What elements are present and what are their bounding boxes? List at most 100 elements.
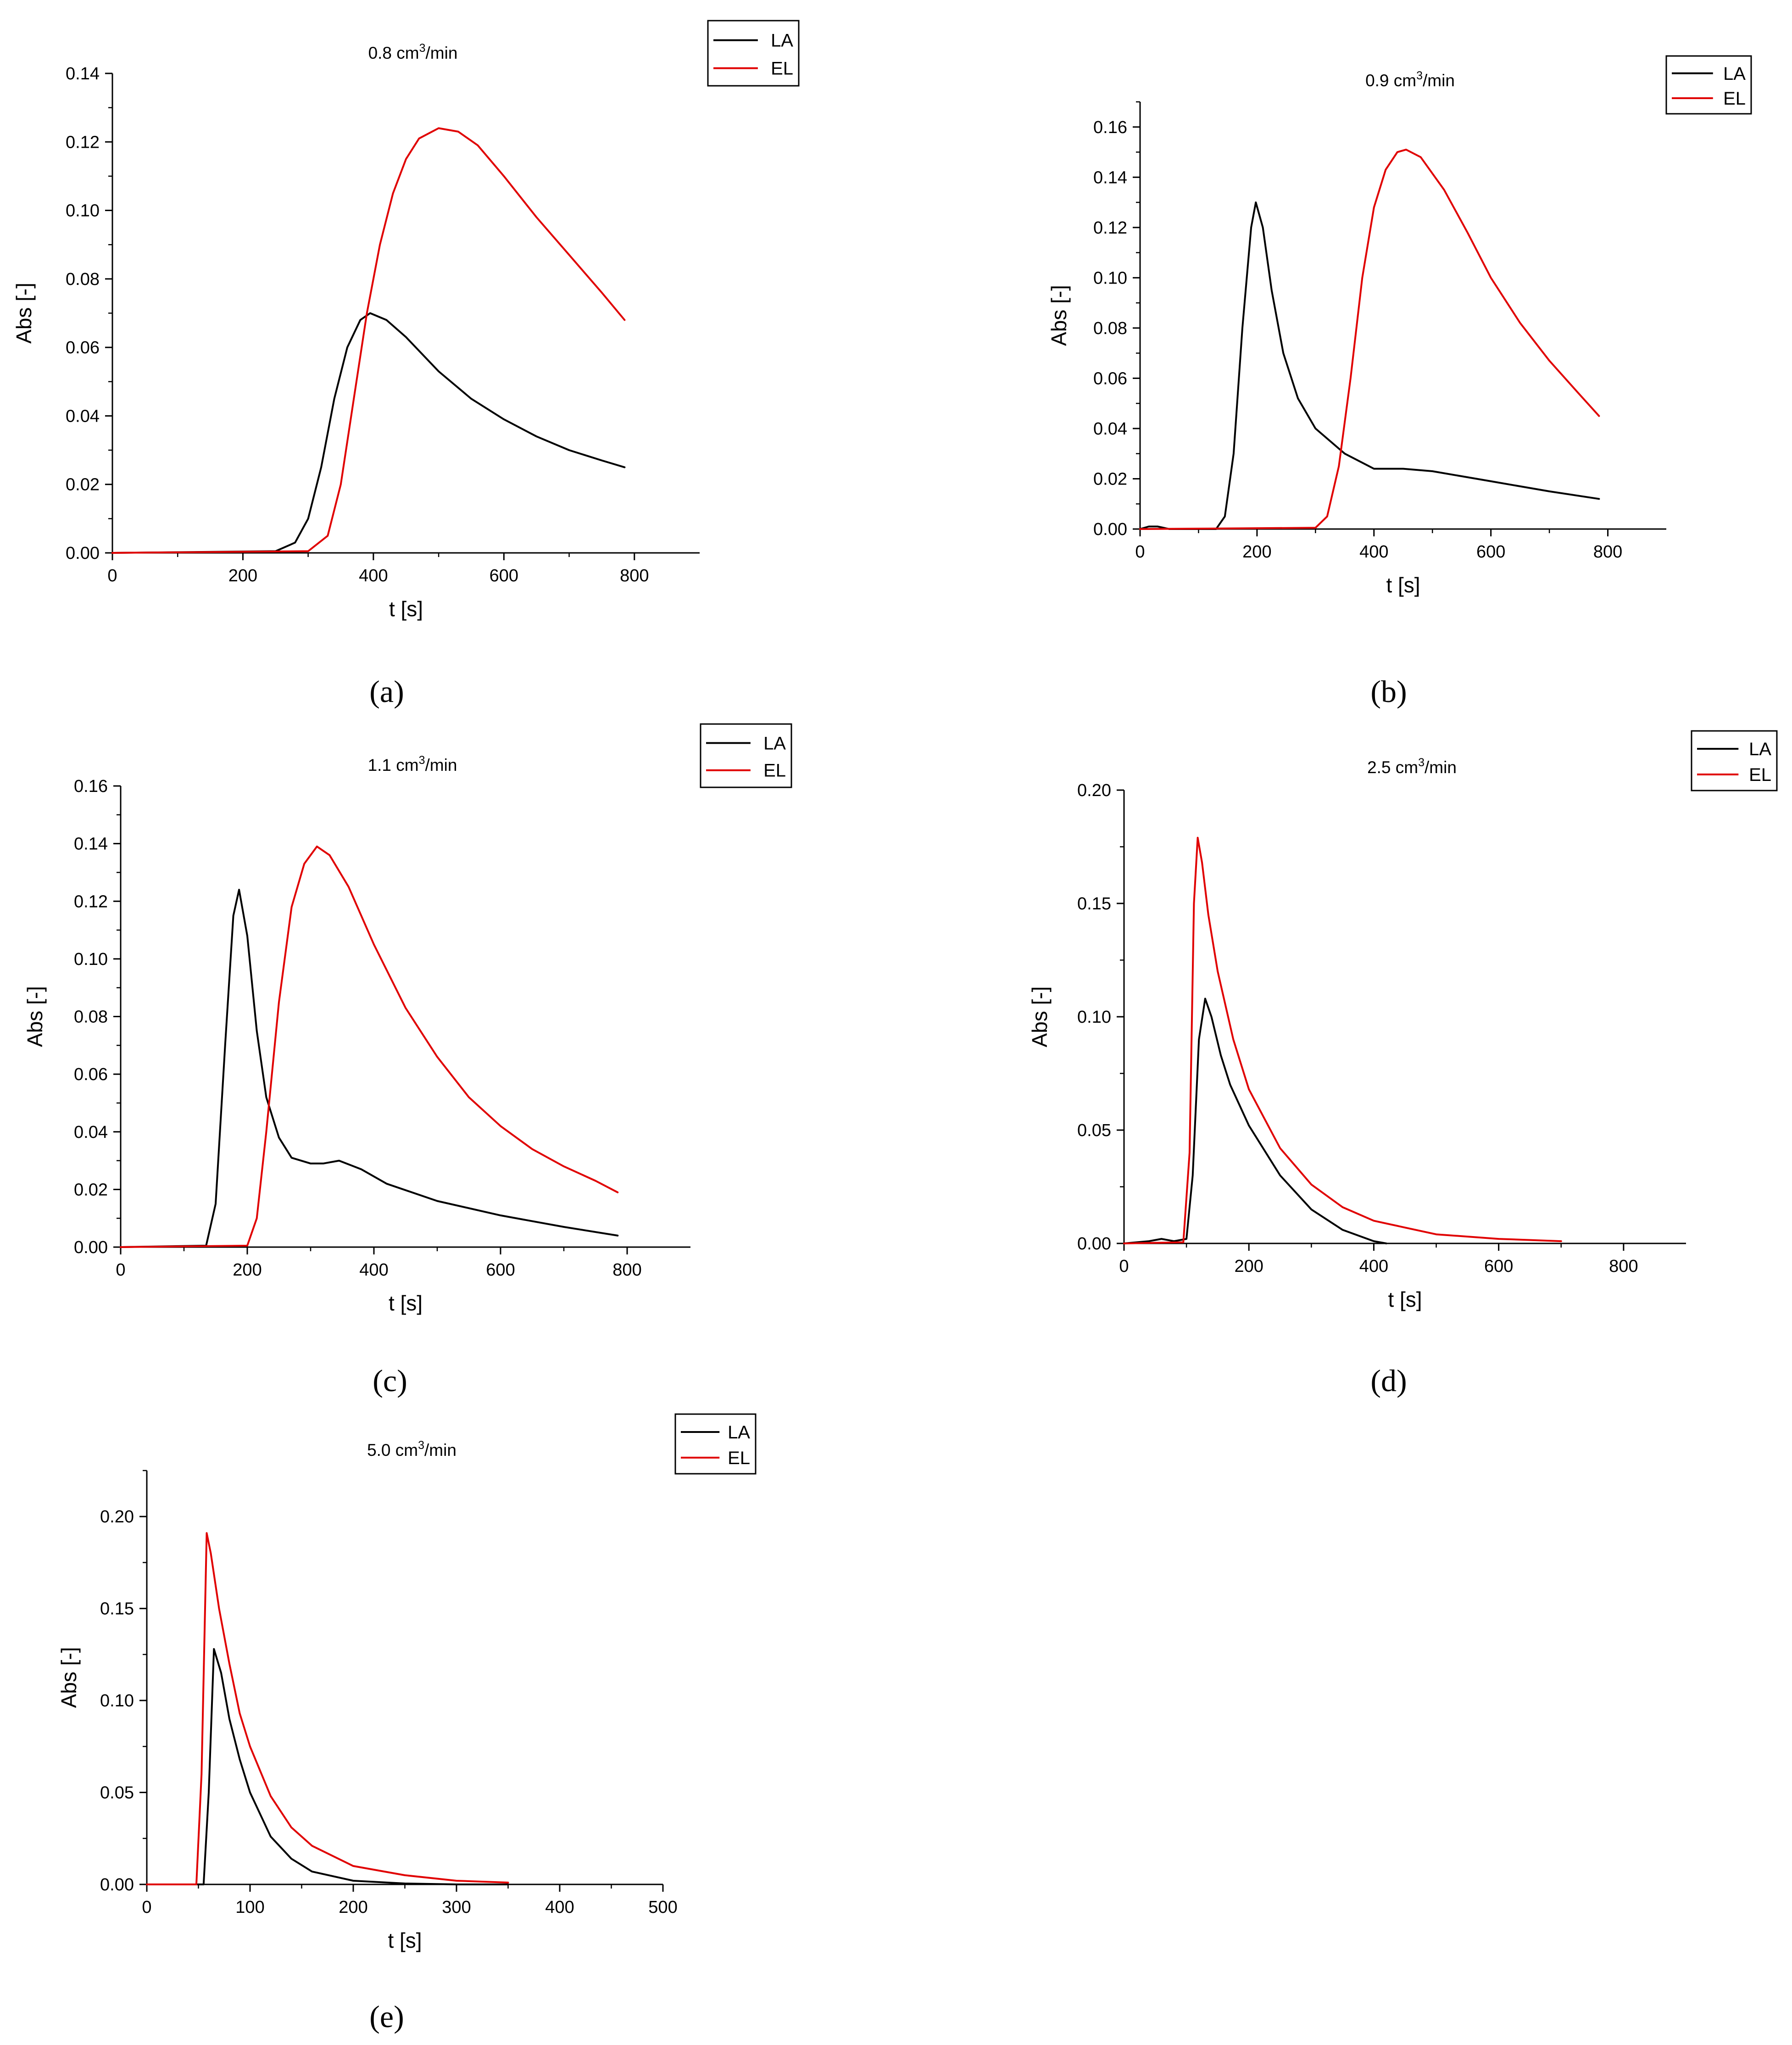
legend-label-la: LA	[1749, 739, 1771, 759]
legend: LA EL	[700, 723, 792, 788]
x-tick-label: 200	[339, 1898, 367, 1917]
y-tick-label: 0.00	[1077, 1234, 1111, 1254]
x-tick-label: 0	[116, 1260, 125, 1280]
legend-box	[1691, 730, 1778, 791]
series-line-el	[120, 845, 619, 1248]
legend-label-el: EL	[1723, 89, 1746, 109]
y-tick-label: 0.00	[100, 1875, 134, 1895]
y-tick-label: 0.12	[1093, 218, 1127, 238]
legend-label-el: EL	[728, 1448, 750, 1468]
y-tick-label: 0.00	[66, 544, 100, 563]
y-tick-label: 0.02	[74, 1180, 108, 1199]
y-tick-label: 0.04	[1093, 419, 1127, 439]
x-tick-label: 400	[359, 1260, 388, 1280]
x-tick-label: 0	[1119, 1257, 1129, 1276]
y-tick-label: 0.08	[66, 270, 100, 289]
y-tick-label: 0.14	[1093, 168, 1127, 187]
y-tick-label: 0.10	[74, 950, 108, 969]
y-tick-label: 0.06	[66, 338, 100, 357]
legend: LA EL	[1665, 55, 1752, 115]
x-axis-title: t [s]	[388, 1928, 422, 1952]
x-tick-label: 400	[359, 566, 388, 585]
series-line-el	[111, 127, 626, 554]
x-tick-label: 200	[1242, 542, 1271, 562]
x-axis-title: t [s]	[1388, 1287, 1422, 1311]
chart-title: 1.1 cm3/min	[368, 754, 457, 775]
y-tick-label: 0.05	[1077, 1121, 1111, 1140]
y-tick-label: 0.10	[66, 201, 100, 221]
legend: LA EL	[707, 20, 800, 87]
legend-label-la: LA	[728, 1422, 750, 1443]
legend-label-el: EL	[1749, 765, 1771, 785]
y-tick-label: 0.15	[100, 1599, 134, 1619]
series-line-la	[120, 889, 619, 1248]
y-axis-title: Abs [-]	[23, 986, 47, 1047]
x-tick-label: 0	[142, 1898, 151, 1917]
panel-label: (b)	[1370, 674, 1407, 709]
x-tick-label: 800	[612, 1260, 641, 1280]
chart-title-tail: /min	[425, 756, 457, 775]
chart-title: 5.0 cm3/min	[367, 1439, 456, 1460]
chart-panel-e: 0 100 200 300 400 500 0.00 0.05 0.10 0.15 0.20 t [s…	[57, 1413, 757, 2034]
y-tick-label: 0.06	[74, 1065, 108, 1084]
x-axis-title: t [s]	[389, 597, 423, 621]
chart-panel-d: 0 200 400 600 800 0.00 0.05 0.10 0.15 0.20 t [s] Ab…	[1028, 730, 1778, 1398]
x-tick-label: 600	[1484, 1257, 1513, 1276]
legend-box	[1665, 55, 1752, 115]
y-tick-label: 0.08	[1093, 319, 1127, 338]
x-tick-label: 600	[1476, 542, 1505, 562]
chart-title-main: 0.9 cm	[1365, 71, 1416, 90]
series-line-el	[1139, 149, 1600, 530]
x-tick-label: 200	[1235, 1257, 1263, 1276]
y-tick-label: 0.08	[74, 1008, 108, 1027]
x-tick-label: 100	[235, 1898, 264, 1917]
x-tick-label: 800	[1609, 1257, 1638, 1276]
chart-title: 0.8 cm3/min	[368, 42, 458, 62]
chart-title-main: 5.0 cm	[367, 1441, 418, 1460]
chart-title-main: 1.1 cm	[368, 756, 419, 775]
x-tick-label: 400	[1359, 1257, 1388, 1276]
y-axis-title: Abs [-]	[1028, 986, 1052, 1048]
y-tick-label: 0.14	[74, 835, 108, 854]
legend-box	[707, 20, 800, 87]
chart-title-sup: 3	[419, 754, 425, 767]
chart-title-main: 0.8 cm	[368, 44, 419, 62]
y-tick-label: 0.20	[1077, 781, 1111, 800]
y-tick-label: 0.16	[74, 777, 108, 796]
chart-title: 0.9 cm3/min	[1365, 69, 1455, 90]
chart-title-tail: /min	[426, 44, 458, 62]
y-tick-label: 0.04	[74, 1123, 108, 1142]
y-tick-label: 0.06	[1093, 369, 1127, 388]
x-axis-title: t [s]	[1386, 573, 1420, 597]
chart-title-tail: /min	[1425, 758, 1457, 777]
chart-title-sup: 3	[1416, 69, 1423, 82]
series-line-la	[146, 1648, 509, 1885]
series-line-el	[146, 1532, 509, 1885]
x-tick-label: 500	[648, 1898, 677, 1917]
series-line-la	[1139, 201, 1600, 530]
y-tick-label: 0.14	[66, 64, 100, 84]
y-tick-label: 0.12	[74, 892, 108, 911]
chart-title-sup: 3	[419, 42, 426, 55]
x-axis-title: t [s]	[389, 1291, 423, 1315]
y-tick-label: 0.10	[1077, 1008, 1111, 1027]
legend-label-el: EL	[763, 761, 786, 781]
chart-panel-b: 0 200 400 600 800 0.00 0.02 0.04 0.06 0.08 0.10 0.1…	[1047, 55, 1752, 709]
legend-label-la: LA	[763, 733, 786, 753]
series-line-el	[1123, 836, 1562, 1244]
y-tick-label: 0.04	[66, 407, 100, 426]
x-tick-label: 600	[490, 566, 518, 585]
legend-label-la: LA	[771, 31, 793, 51]
chart-panel-a: 0 200 400 600 800 0.00 0.02 0.04 0.06 0.08 0.10 0.1…	[12, 20, 800, 709]
chart-title-tail: /min	[424, 1441, 456, 1460]
x-tick-label: 800	[620, 566, 649, 585]
chart-title-tail: /min	[1423, 71, 1455, 90]
y-tick-label: 0.05	[100, 1783, 134, 1803]
y-tick-label: 0.00	[74, 1238, 108, 1257]
y-tick-label: 0.00	[1093, 520, 1127, 539]
panel-label: (d)	[1370, 1363, 1407, 1398]
y-tick-label: 0.10	[100, 1691, 134, 1711]
y-tick-label: 0.02	[66, 475, 100, 495]
y-tick-label: 0.10	[1093, 268, 1127, 288]
